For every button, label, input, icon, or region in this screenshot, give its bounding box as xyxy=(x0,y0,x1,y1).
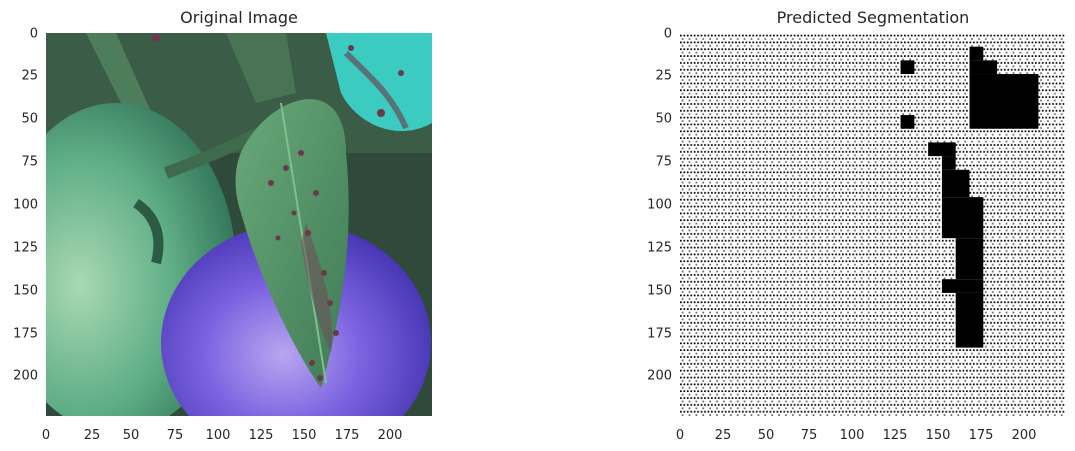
mask-block xyxy=(900,115,915,129)
right-x-tick: 150 xyxy=(925,428,951,443)
left-y-tick: 150 xyxy=(13,283,38,299)
left-x-tick: 200 xyxy=(377,428,403,443)
left-y-tick: 0 xyxy=(29,26,38,42)
mask-block xyxy=(941,169,970,198)
right-y-tick: 200 xyxy=(647,368,672,384)
left-y-tick: 125 xyxy=(13,240,38,256)
left-y-tick: 100 xyxy=(13,197,38,213)
left-x-tick: 25 xyxy=(83,428,101,443)
right-plot-title: Predicted Segmentation xyxy=(776,8,970,27)
mask-region-group xyxy=(900,46,1039,348)
mask-block xyxy=(928,142,956,157)
left-y-tick: 50 xyxy=(21,111,38,127)
left-x-tick: 0 xyxy=(41,428,51,443)
segmentation-mask xyxy=(680,33,1066,416)
left-y-tick: 175 xyxy=(13,326,38,342)
mask-block xyxy=(941,197,984,239)
mask-block xyxy=(941,279,984,293)
right-y-tick: 50 xyxy=(655,111,672,127)
left-y-tick: 25 xyxy=(21,68,38,84)
left-plot-title: Original Image xyxy=(180,8,298,27)
right-y-tick: 0 xyxy=(663,26,672,42)
right-x-tick: 125 xyxy=(882,428,908,443)
right-y-tick: 175 xyxy=(647,326,672,342)
right-x-tick: 25 xyxy=(714,428,732,443)
right-x-tick: 50 xyxy=(757,428,775,443)
mask-block xyxy=(955,238,984,280)
right-x-tick: 175 xyxy=(968,428,994,443)
left-y-tick: 75 xyxy=(21,154,38,170)
right-x-tick: 200 xyxy=(1011,428,1037,443)
right-y-tick: 100 xyxy=(647,197,672,213)
mask-block xyxy=(941,156,956,170)
mask-block xyxy=(969,60,998,75)
original-image-drawing xyxy=(46,33,432,416)
right-y-tick: 75 xyxy=(655,154,672,170)
left-x-tick: 100 xyxy=(205,428,231,443)
original-image xyxy=(46,33,432,416)
right-y-tick: 150 xyxy=(647,283,672,299)
left-x-tick: 150 xyxy=(291,428,317,443)
right-y-tick: 125 xyxy=(647,240,672,256)
left-x-tick: 125 xyxy=(248,428,274,443)
mask-block xyxy=(955,292,984,348)
right-x-tick: 100 xyxy=(839,428,865,443)
right-y-tick: 25 xyxy=(655,68,672,84)
mask-block xyxy=(900,60,915,75)
left-x-tick: 75 xyxy=(166,428,184,443)
left-y-tick: 200 xyxy=(13,368,38,384)
right-x-tick: 75 xyxy=(800,428,818,443)
mask-block xyxy=(969,74,1039,129)
left-x-tick: 175 xyxy=(334,428,360,443)
mask-block xyxy=(969,46,984,61)
left-x-tick: 50 xyxy=(122,428,140,443)
right-x-tick: 0 xyxy=(675,428,685,443)
